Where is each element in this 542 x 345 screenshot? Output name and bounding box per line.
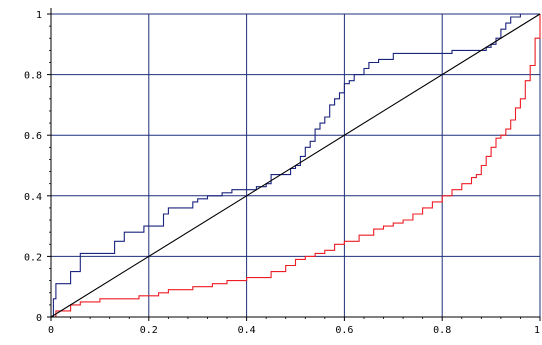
y-tick-label-4: 0.8 — [24, 71, 42, 82]
series-line-2 — [50, 13, 541, 318]
x-tick-label-4: 0.8 — [433, 325, 451, 336]
y-tick-label-3: 0.6 — [24, 131, 42, 142]
x-tick-label-3: 0.6 — [335, 325, 353, 336]
series-layer — [50, 13, 541, 318]
x-tick-label-1: 0.2 — [140, 325, 158, 336]
series-line-0 — [51, 13, 540, 318]
y-tick-label-0: 0 — [36, 313, 42, 324]
y-tick-label-1: 0.2 — [24, 252, 42, 263]
x-tick-label-0: 0 — [48, 325, 54, 336]
y-tick-label-2: 0.4 — [24, 192, 42, 203]
series-line-1 — [51, 14, 541, 318]
x-tick-label-5: 1 — [534, 325, 540, 336]
grid — [51, 13, 541, 317]
x-tick-label-2: 0.4 — [238, 325, 256, 336]
ticks: 0 0.2 0.4 0.6 0.8 1 0 0.2 0.4 0.6 0.8 1 — [24, 10, 541, 336]
y-tick-label-5: 1 — [36, 10, 42, 21]
axes — [50, 8, 540, 318]
